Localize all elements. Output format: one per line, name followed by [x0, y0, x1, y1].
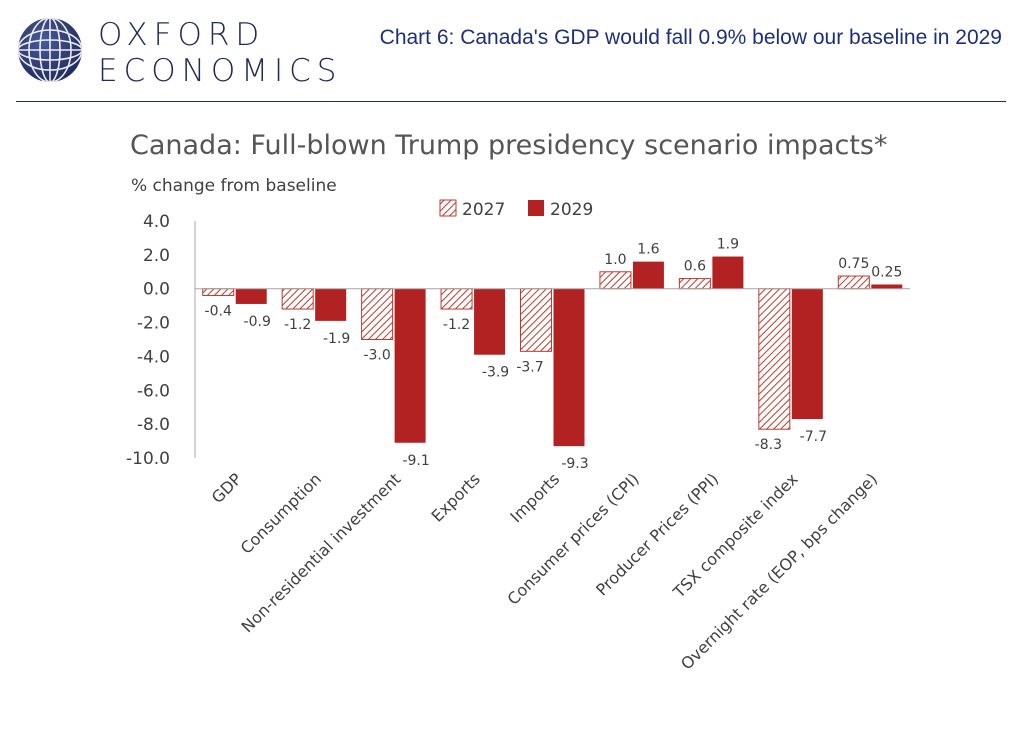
- bar-2027: [837, 275, 870, 290]
- data-label-2029: 0.25: [871, 264, 902, 280]
- data-label-2027: -1.2: [443, 317, 470, 333]
- data-label-2029: -7.7: [800, 429, 827, 445]
- bar-2027: [281, 288, 314, 310]
- data-label-2029: 1.6: [637, 242, 659, 258]
- bar-2029: [235, 288, 267, 304]
- chart-headline: Chart 6: Canada's GDP would fall 0.9% be…: [379, 26, 1002, 49]
- data-label-2027: 0.75: [838, 256, 869, 272]
- bar-2027: [678, 278, 711, 290]
- bar-2027: [599, 271, 632, 290]
- bar-2027: [758, 288, 791, 430]
- data-label-2027: -1.2: [284, 317, 311, 333]
- bar-2029: [791, 288, 823, 420]
- bar-2027: [520, 288, 552, 352]
- logo-wordmark-line2: ECONOMICS: [98, 53, 343, 89]
- data-label-2029: -1.9: [323, 331, 350, 347]
- y-tick-label: 2.0: [143, 246, 170, 266]
- legend-swatch-2027: [439, 199, 457, 217]
- legend-label-2029: 2029: [550, 200, 593, 220]
- bar-2029: [712, 256, 744, 289]
- y-tick-label: -2.0: [137, 314, 170, 334]
- data-label-2027: 0.6: [684, 259, 706, 275]
- bar-2027: [361, 288, 394, 341]
- x-category-label: Consumer prices (CPI): [504, 469, 643, 608]
- y-tick-label: 4.0: [143, 212, 170, 232]
- bar-2027: [440, 288, 473, 310]
- data-label-2029: -0.9: [244, 314, 271, 330]
- x-category-label: GDP: [208, 469, 246, 507]
- y-axis-label: % change from baseline: [131, 176, 337, 196]
- data-label-2029: -3.9: [482, 365, 509, 381]
- x-category-label: Non-residential investment: [238, 469, 405, 636]
- x-category-label: Consumption: [237, 469, 325, 557]
- logo-wordmark-line1: OXFORD: [98, 17, 266, 53]
- y-tick-label: -10.0: [126, 449, 170, 469]
- report-header: OXFORD ECONOMICS Chart 6: Canada's GDP w…: [0, 0, 1024, 104]
- data-label-2027: -8.3: [755, 437, 782, 453]
- data-label-2027: -3.0: [363, 348, 390, 364]
- legend-swatch-2029: [528, 200, 544, 216]
- data-label-2027: -3.7: [516, 359, 543, 375]
- x-category-label: Exports: [428, 469, 484, 525]
- data-label-2029: -9.1: [402, 453, 429, 469]
- bar-2029: [871, 284, 903, 289]
- y-tick-label: -4.0: [137, 347, 170, 367]
- bar-2029: [474, 288, 506, 355]
- bar-2029: [315, 288, 347, 321]
- bar-2027: [202, 288, 235, 296]
- y-tick-label: 0.0: [143, 280, 170, 300]
- x-category-label: Imports: [506, 469, 563, 526]
- data-label-2027: -0.4: [205, 303, 232, 319]
- y-tick-label: -6.0: [137, 381, 170, 401]
- bar-2029: [394, 288, 426, 443]
- bar-2029: [632, 261, 664, 289]
- data-label-2029: 1.9: [717, 237, 739, 253]
- data-label-2027: 1.0: [604, 252, 626, 268]
- y-tick-label: -8.0: [137, 415, 170, 435]
- bar-2029: [553, 288, 585, 447]
- legend-label-2027: 2027: [462, 200, 505, 220]
- header-divider: [16, 101, 1006, 102]
- chart-title: Canada: Full-blown Trump presidency scen…: [130, 130, 888, 161]
- globe-logo-icon: [18, 18, 82, 82]
- data-label-2029: -9.3: [561, 456, 588, 472]
